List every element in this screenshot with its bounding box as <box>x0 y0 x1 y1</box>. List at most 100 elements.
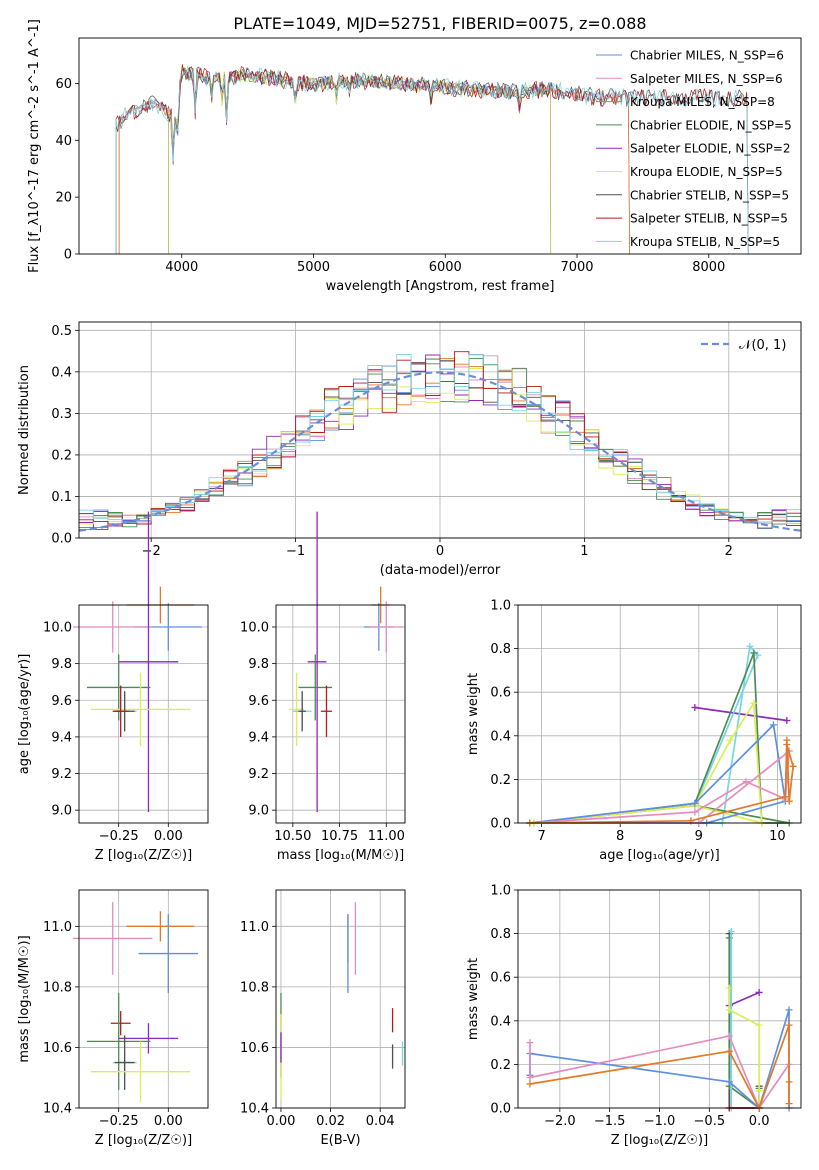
age_vs_mass-ytick-label: 9.2 <box>248 767 269 782</box>
spectrum-frame <box>78 37 802 255</box>
residuals-ytick-label: 0.0 <box>51 532 72 547</box>
weight_vs_age-ytick-label: 0.2 <box>490 773 511 788</box>
weight_vs_age-line-kroupa_elodie <box>533 702 763 824</box>
weight_vs_age-frame <box>517 604 802 824</box>
weight_vs_Z-ytick-label: 0.0 <box>490 1102 511 1117</box>
weight_vs_Z-xlabel: Z [log₁₀(Z/Z☉)] <box>611 1133 708 1148</box>
mass_vs_ebv-xtick-label: 0.02 <box>316 1114 345 1129</box>
age_vs_mass-ytick-label: 10.0 <box>240 620 269 635</box>
weight_vs_Z-line-salpeter_elodie <box>728 991 760 1007</box>
residuals-xlabel: (data-model)/error <box>380 563 501 578</box>
spectrum-ytick-label: 0 <box>64 248 72 263</box>
weight_vs_Z-marker-kroupa_miles <box>785 1078 793 1086</box>
spectrum-xtick-label: 6000 <box>429 260 462 275</box>
spectrum-xtick-label: 4000 <box>165 260 198 275</box>
mass_vs_Z-xlabel: Z [log₁₀(Z/Z☉)] <box>95 1133 192 1148</box>
weight_vs_Z-xtick-label: 0.0 <box>749 1114 770 1129</box>
weight_vs_Z-marker-salpeter_miles <box>526 1073 534 1081</box>
weight_vs_age-marker-kroupa_stelib <box>754 651 762 659</box>
weight_vs_Z-marker-kroupa_stelib <box>727 927 735 935</box>
mass_vs_Z-ytick-label: 11.0 <box>43 920 72 935</box>
weight_vs_age-ytick-label: 0.4 <box>490 729 511 744</box>
weight_vs_Z-xtick-label: −2.0 <box>544 1114 576 1129</box>
spectrum-xtick-label: 8000 <box>692 260 725 275</box>
age_vs_mass-xtick-label: 10.50 <box>274 829 311 844</box>
weight_vs_Z-line-kroupa_miles <box>529 1024 790 1109</box>
weight_vs_Z-marker-kroupa_elodie <box>755 1087 763 1095</box>
weight_vs_Z-marker-salpeter_miles <box>725 1032 733 1040</box>
weight_vs_age-ytick-label: 0.6 <box>490 686 511 701</box>
weight_vs_Z-ytick-label: 1.0 <box>490 884 511 899</box>
spectrum-legend-label: Salpeter STELIB, N_SSP=5 <box>630 212 788 226</box>
weight_vs_Z-ytick-label: 0.6 <box>490 971 511 986</box>
residuals-xtick-label: 2 <box>725 544 733 559</box>
residuals-ytick-label: 0.5 <box>51 324 72 339</box>
mass_vs_ebv-ytick-label: 10.6 <box>240 1041 269 1056</box>
age_vs_Z-ylabel: age [log₁₀(age/yr)] <box>17 654 32 775</box>
age_vs_mass-xtick-label: 10.75 <box>321 829 358 844</box>
age_vs_mass-xlabel: mass [log₁₀(M/M☉)] <box>277 848 404 863</box>
weight_vs_Z-marker-salpeter_miles <box>526 1039 534 1047</box>
spectrum-legend-label: Kroupa MILES, N_SSP=8 <box>630 95 775 109</box>
age_vs_Z-ytick-label: 9.6 <box>51 694 72 709</box>
spectrum-legend-label: Chabrier MILES, N_SSP=6 <box>630 49 784 63</box>
residuals-hist-kroupa_stelib <box>79 353 801 524</box>
weight_vs_age-marker-kroupa_miles <box>783 741 791 749</box>
spectrum-xtick-label: 7000 <box>560 260 593 275</box>
weight_vs_age-xlabel: age [log₁₀(age/yr)] <box>599 848 720 863</box>
weight_vs_age-marker-salpeter_miles <box>742 778 750 786</box>
weight_vs_age-marker-salpeter_elodie <box>783 717 791 725</box>
age_vs_Z-xlabel: Z [log₁₀(Z/Z☉)] <box>95 848 192 863</box>
mass_vs_ebv-frame <box>275 889 406 1109</box>
mass_vs_ebv-ytick-label: 11.0 <box>240 920 269 935</box>
spectrum-line-salpeter_elodie <box>168 67 552 255</box>
spectrum-ylabel: Flux [f_λ10^-17 erg cm^-2 s^-1 A^-1] <box>27 19 42 273</box>
age_vs_Z-ytick-label: 9.2 <box>51 767 72 782</box>
residuals-xtick-label: 1 <box>580 544 588 559</box>
mass_vs_ebv-xlabel: E(B-V) <box>320 1133 360 1148</box>
weight_vs_age-line-salpeter_miles <box>529 750 791 824</box>
weight_vs_Z-marker-kroupa_miles <box>725 1047 733 1055</box>
mass_vs_ebv-xtick-label: 0.00 <box>266 1114 295 1129</box>
mass_vs_Z-ylabel: mass [log₁₀(M/M☉)] <box>17 935 32 1062</box>
weight_vs_age-xtick-label: 8 <box>616 829 624 844</box>
weight_vs_age-line-chabrier_elodie <box>533 652 791 824</box>
spectrum-line-kroupa_stelib <box>115 65 749 255</box>
spectrum-legend-label: Chabrier STELIB, N_SSP=5 <box>630 188 789 202</box>
weight_vs_Z-ytick-label: 0.2 <box>490 1058 511 1073</box>
age_vs_Z-xtick-label: −0.25 <box>99 829 139 844</box>
residuals-xtick-label: −2 <box>142 544 161 559</box>
spectrum-legend-label: Kroupa ELODIE, N_SSP=5 <box>630 165 783 179</box>
weight_vs_Z-xtick-label: −0.5 <box>694 1114 726 1129</box>
weight_vs_age-ylabel: mass weight <box>466 673 481 755</box>
weight_vs_Z-marker-chabrier_miles <box>785 1006 793 1014</box>
spectrum-xlabel: wavelength [Angstrom, rest frame] <box>326 279 555 294</box>
age_vs_Z-ytick-label: 9.4 <box>51 730 72 745</box>
mass_vs_Z-frame <box>78 889 209 1109</box>
weight_vs_Z-marker-kroupa_elodie <box>755 1021 763 1029</box>
weight_vs_age-marker-kroupa_miles <box>785 797 793 805</box>
age_vs_mass-xtick-label: 11.00 <box>368 829 405 844</box>
spectrum-xtick-label: 5000 <box>297 260 330 275</box>
figure-title: PLATE=1049, MJD=52751, FIBERID=0075, z=0… <box>233 14 646 33</box>
weight_vs_age-xtick-label: 7 <box>537 829 545 844</box>
mass_vs_Z-xtick-label: −0.25 <box>99 1114 139 1129</box>
age_vs_mass-ytick-label: 9.0 <box>248 804 269 819</box>
spectrum-line-kroupa_elodie <box>168 68 552 255</box>
mass_vs_Z-ytick-label: 10.6 <box>43 1041 72 1056</box>
weight_vs_age-ytick-label: 1.0 <box>490 599 511 614</box>
weight_vs_age-marker-kroupa_miles <box>781 793 789 801</box>
spectrum-line-chabrier_elodie <box>168 67 552 255</box>
spectrum-ytick-label: 40 <box>55 134 72 149</box>
residuals-normal-curve <box>78 371 802 532</box>
spectrum-ytick-label: 60 <box>55 77 72 92</box>
weight_vs_Z-ytick-label: 0.8 <box>490 927 511 942</box>
weight_vs_Z-ytick-label: 0.4 <box>490 1014 511 1029</box>
age_vs_mass-frame <box>275 604 406 824</box>
residuals-hist-kroupa_elodie <box>79 364 801 525</box>
weight_vs_age-line-salpeter_elodie <box>694 706 787 722</box>
residuals-ytick-label: 0.3 <box>51 407 72 422</box>
weight_vs_age-marker-chabrier_miles <box>691 799 699 807</box>
age_vs_Z-ytick-label: 9.8 <box>51 657 72 672</box>
weight_vs_Z-marker-kroupa_miles <box>785 1100 793 1108</box>
